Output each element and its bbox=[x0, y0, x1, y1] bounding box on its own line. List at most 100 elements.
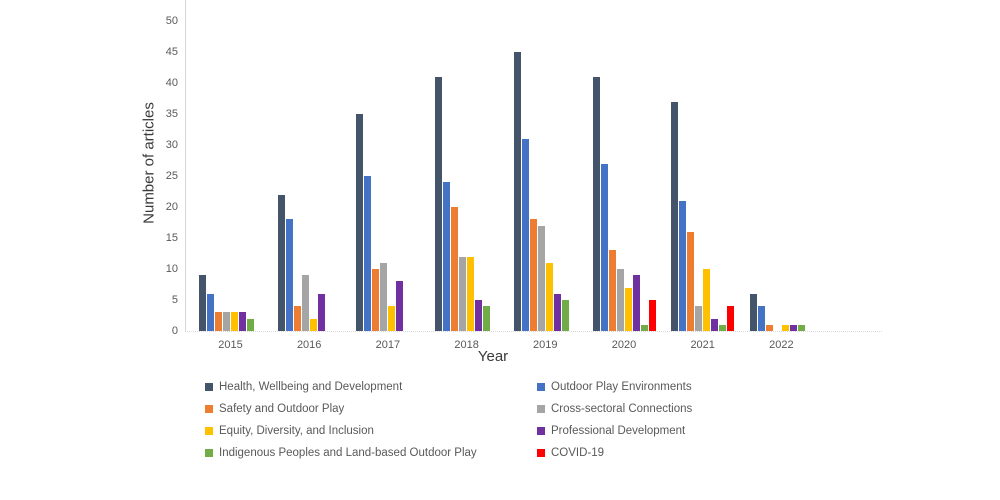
y-tick-label: 5 bbox=[171, 294, 178, 306]
bar bbox=[380, 263, 388, 331]
bar bbox=[616, 269, 624, 331]
bar bbox=[671, 102, 679, 331]
bar bbox=[435, 77, 443, 331]
legend-label: Professional Development bbox=[551, 425, 686, 437]
legend-label: Indigenous Peoples and Land-based Outdoo… bbox=[219, 447, 477, 459]
legend-label: Outdoor Play Environments bbox=[551, 381, 692, 393]
x-tick-label: 2015 bbox=[218, 339, 243, 351]
y-tick-label: 15 bbox=[165, 232, 178, 244]
bar-group-2016 bbox=[277, 195, 341, 331]
bar bbox=[719, 325, 727, 331]
y-tick-label: 50 bbox=[165, 15, 178, 27]
bar bbox=[277, 195, 285, 331]
bar bbox=[317, 294, 325, 331]
legend-swatch-icon bbox=[537, 383, 545, 391]
bar bbox=[797, 325, 805, 331]
legend-label: Safety and Outdoor Play bbox=[219, 403, 345, 415]
legend-swatch-icon bbox=[537, 449, 545, 457]
x-tick-label: 2020 bbox=[611, 339, 637, 351]
bar bbox=[521, 139, 529, 331]
bar bbox=[293, 306, 301, 331]
x-axis-title: Year bbox=[477, 348, 509, 365]
bar bbox=[592, 77, 600, 331]
y-tick-label: 30 bbox=[165, 139, 178, 151]
y-tick-label: 20 bbox=[165, 201, 178, 213]
x-tick-label: 2019 bbox=[533, 339, 558, 351]
bar bbox=[711, 319, 719, 331]
bar bbox=[553, 294, 561, 331]
bar bbox=[765, 325, 773, 331]
x-tick-label: 2016 bbox=[296, 339, 322, 351]
bar bbox=[247, 319, 254, 331]
legend-label: COVID-19 bbox=[551, 447, 605, 459]
bar bbox=[215, 312, 222, 331]
legend-item: Safety and Outdoor Play bbox=[205, 402, 537, 416]
legend-swatch-icon bbox=[537, 405, 545, 413]
bar bbox=[443, 182, 451, 331]
bar bbox=[459, 257, 467, 331]
bar bbox=[396, 281, 404, 331]
legend-swatch-icon bbox=[205, 405, 213, 413]
legend-swatch-icon bbox=[205, 449, 213, 457]
bar bbox=[388, 306, 396, 331]
bar bbox=[757, 306, 765, 331]
bar-group-2017 bbox=[356, 114, 419, 331]
legend-swatch-icon bbox=[205, 383, 213, 391]
x-tick-label: 2022 bbox=[769, 339, 794, 351]
legend-label: Cross-sectoral Connections bbox=[551, 403, 693, 415]
legend-item: COVID-19 bbox=[537, 446, 692, 460]
bar bbox=[529, 219, 537, 331]
bar bbox=[231, 312, 238, 331]
bar bbox=[451, 207, 459, 331]
bar bbox=[483, 306, 491, 331]
bar bbox=[703, 269, 711, 331]
y-tick-label: 40 bbox=[165, 77, 178, 89]
bar bbox=[695, 306, 703, 331]
bar-group-2019 bbox=[513, 52, 577, 331]
bar bbox=[749, 294, 757, 331]
bar bbox=[632, 275, 640, 331]
bar bbox=[223, 312, 230, 331]
bar bbox=[789, 325, 797, 331]
legend-item: Equity, Diversity, and Inclusion bbox=[205, 424, 537, 438]
legend-label: Equity, Diversity, and Inclusion bbox=[219, 425, 374, 437]
legend: Health, Wellbeing and Development Outdoor… bbox=[205, 380, 692, 460]
bar bbox=[199, 275, 206, 331]
bar bbox=[364, 176, 372, 331]
bar bbox=[207, 294, 214, 331]
bar bbox=[537, 226, 545, 331]
bar bbox=[356, 114, 364, 331]
bar-group-2020 bbox=[592, 77, 656, 331]
bar bbox=[513, 52, 521, 331]
y-tick-label: 35 bbox=[165, 108, 178, 120]
bar bbox=[687, 232, 695, 331]
y-tick-label: 25 bbox=[165, 170, 178, 182]
bar bbox=[561, 300, 569, 331]
bar bbox=[467, 257, 475, 331]
legend-swatch-icon bbox=[537, 427, 545, 435]
y-tick-label: 0 bbox=[171, 325, 178, 337]
y-tick-label: 10 bbox=[165, 263, 178, 275]
bar bbox=[624, 288, 632, 331]
x-axis-baseline bbox=[185, 331, 882, 332]
x-tick-label: 2021 bbox=[690, 339, 715, 351]
x-tick-label: 2017 bbox=[375, 339, 401, 351]
legend-item: Cross-sectoral Connections bbox=[537, 402, 692, 416]
legend-label: Health, Wellbeing and Development bbox=[219, 381, 403, 393]
bar bbox=[679, 201, 687, 331]
bar-group-2022 bbox=[749, 294, 813, 331]
legend-swatch-icon bbox=[205, 427, 213, 435]
y-tick-label: 45 bbox=[165, 46, 178, 58]
legend-item: Indigenous Peoples and Land-based Outdoo… bbox=[205, 446, 537, 460]
bar-group-2021 bbox=[671, 102, 735, 331]
legend-item: Health, Wellbeing and Development bbox=[205, 380, 537, 394]
bar bbox=[608, 250, 616, 331]
bar bbox=[781, 325, 789, 331]
y-axis-line bbox=[185, 0, 186, 331]
bar bbox=[727, 306, 735, 331]
legend-item: Outdoor Play Environments bbox=[537, 380, 692, 394]
bar bbox=[239, 312, 246, 331]
bar bbox=[600, 164, 608, 331]
bar bbox=[475, 300, 483, 331]
